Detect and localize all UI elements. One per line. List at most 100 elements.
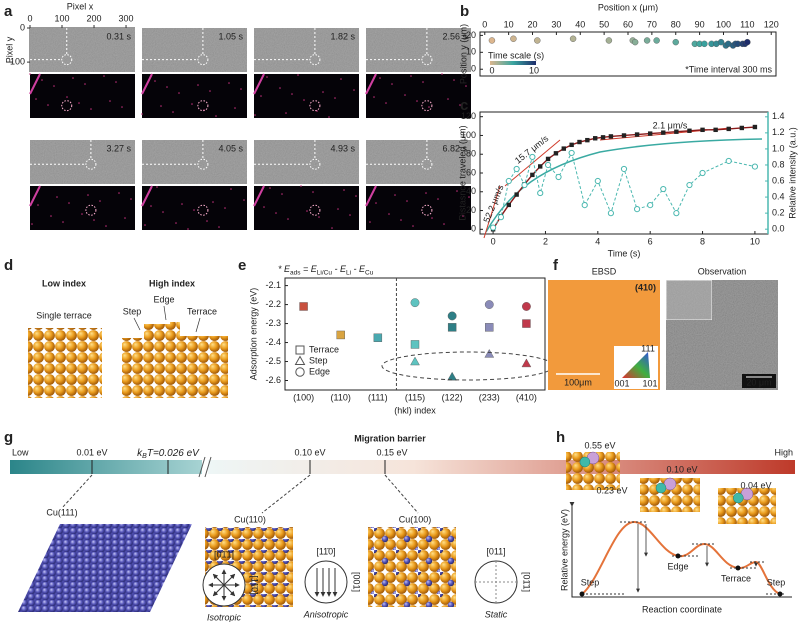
guide-line — [142, 140, 204, 165]
speckle — [375, 202, 377, 204]
distance-point — [713, 127, 718, 133]
legend-label: Terrace — [309, 344, 339, 354]
edge-glow — [253, 73, 265, 95]
tangent — [504, 139, 561, 187]
tick-label: -2.1 — [265, 280, 281, 290]
guide-line — [142, 28, 204, 61]
speckle — [343, 189, 345, 191]
speckle — [406, 200, 408, 202]
direction: [01̄1] — [214, 549, 234, 559]
tick-label: 0.0 — [772, 224, 785, 234]
target — [197, 204, 209, 216]
point — [534, 37, 541, 44]
speckle — [312, 191, 314, 193]
fluorescence-frame — [142, 186, 247, 230]
intensity-point — [505, 177, 512, 185]
scale-label: 20 μm — [746, 377, 771, 387]
speckle — [234, 107, 236, 109]
tick-label: 2 — [543, 236, 548, 246]
scale-tick-label: 0.15 eV — [376, 447, 407, 457]
distance-point — [700, 127, 705, 133]
label: Edge — [153, 294, 174, 304]
target — [309, 158, 321, 170]
speckle — [118, 192, 120, 194]
edge-glow — [365, 73, 377, 95]
cu111-surface — [18, 524, 192, 612]
plot-frame — [284, 277, 546, 391]
target — [197, 100, 209, 112]
point — [410, 340, 420, 349]
target — [309, 100, 321, 112]
tick-label: -2.6 — [265, 375, 281, 385]
target — [421, 204, 433, 216]
site-label: Edge — [667, 561, 688, 571]
speckle — [391, 83, 393, 85]
tick-label: 0.6 — [772, 175, 785, 185]
axes — [569, 501, 792, 598]
speckle — [400, 219, 402, 221]
speckle — [178, 92, 180, 94]
intensity-point — [686, 181, 693, 189]
distance-point — [545, 156, 551, 162]
target — [421, 158, 433, 170]
legend-title: Time scale (s) — [488, 50, 544, 60]
point — [717, 38, 725, 46]
speckle — [162, 211, 164, 213]
speckle — [240, 88, 242, 90]
fluorescence-frame — [142, 74, 247, 118]
speckle — [78, 102, 80, 104]
point — [299, 302, 308, 311]
distance-point — [569, 142, 574, 148]
speckle — [459, 104, 461, 106]
label: Step — [123, 306, 142, 316]
speckle — [206, 220, 208, 222]
note: *Time interval 300 ms — [685, 64, 772, 74]
direction: [11̄0] — [316, 546, 335, 556]
speckle — [47, 104, 49, 106]
speckle — [373, 96, 375, 98]
barrier-label: 0.55 eV — [584, 440, 615, 450]
speckle — [355, 195, 357, 197]
site-point — [777, 591, 783, 597]
tick-label: (410) — [516, 392, 537, 402]
speckle — [388, 213, 390, 215]
site-point — [675, 553, 681, 559]
speckle — [287, 218, 289, 220]
distance-point — [687, 128, 692, 133]
speckle — [331, 227, 333, 229]
edge-glow — [365, 185, 377, 207]
speckle — [447, 98, 449, 100]
point — [522, 302, 531, 311]
speckle — [66, 96, 68, 98]
time-label: 2.56 s — [442, 31, 467, 41]
tick-label: 80 — [466, 149, 476, 159]
speckle — [81, 213, 83, 215]
speckle — [243, 199, 245, 201]
low-index-slab — [28, 328, 102, 398]
point — [631, 38, 639, 46]
point — [488, 37, 496, 44]
intensity-point — [751, 163, 759, 170]
speckle — [193, 209, 195, 211]
tick-label: 120 — [461, 111, 476, 121]
fit-curve — [485, 138, 763, 233]
speckle — [191, 103, 193, 105]
tick-label: (233) — [479, 392, 500, 402]
speckle — [349, 214, 351, 216]
speckle — [340, 78, 342, 80]
formula-part: - E — [332, 264, 347, 274]
tick-label: 300 — [119, 13, 134, 23]
time-label: 4.05 s — [218, 143, 243, 153]
speckle — [337, 208, 339, 210]
kbt-part: T=0.026 eV — [147, 448, 200, 459]
label: Single terrace — [36, 310, 92, 320]
speckle — [334, 97, 336, 99]
speckle — [105, 225, 107, 227]
point — [643, 37, 651, 44]
intensity-point — [497, 214, 505, 221]
fluorescence-frame — [30, 74, 135, 118]
speckle — [154, 80, 156, 82]
speckle — [99, 200, 101, 202]
li-atom — [733, 492, 744, 504]
guide-line — [30, 140, 92, 165]
